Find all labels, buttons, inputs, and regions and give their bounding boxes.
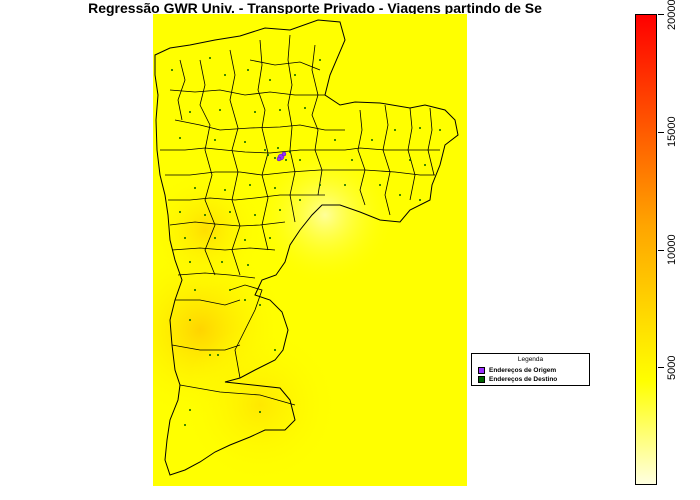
scale-tick bbox=[658, 249, 664, 251]
district-boundaries bbox=[160, 34, 440, 406]
destination-swatch bbox=[478, 376, 485, 383]
scale-tick bbox=[658, 367, 664, 369]
legend-title: Legenda bbox=[517, 356, 544, 363]
legend-item-label: Endereços de Origem bbox=[489, 367, 557, 374]
origin-swatch bbox=[478, 367, 485, 374]
legend-item-label: Endereços de Destino bbox=[489, 376, 558, 383]
scale-tick-label: 10000 bbox=[666, 234, 678, 265]
origin-points bbox=[276, 151, 287, 162]
destination-points bbox=[171, 57, 441, 426]
legend-item-origin: Endereços de Origem bbox=[478, 367, 556, 375]
map-legend: Legenda Endereços de Origem Endereços de… bbox=[471, 353, 590, 386]
color-scale-bar bbox=[635, 14, 657, 485]
municipality-outline bbox=[154, 19, 459, 476]
legend-item-destination: Endereços de Destino bbox=[478, 376, 557, 384]
scale-tick-label: 5000 bbox=[666, 355, 678, 380]
gwr-surface-lightspot bbox=[153, 14, 467, 486]
scale-tick bbox=[658, 14, 664, 15]
scale-tick bbox=[658, 131, 664, 133]
scale-tick-label: 20000 bbox=[666, 0, 678, 30]
map-title: Regressão GWR Univ. - Transporte Privado… bbox=[88, 0, 542, 16]
scale-tick-label: 15000 bbox=[666, 116, 678, 148]
